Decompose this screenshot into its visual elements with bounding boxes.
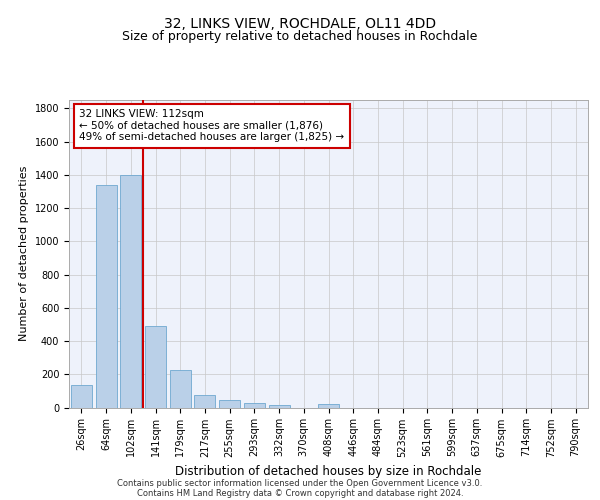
- Bar: [145, 326, 166, 407]
- Text: 32 LINKS VIEW: 112sqm
← 50% of detached houses are smaller (1,876)
49% of semi-d: 32 LINKS VIEW: 112sqm ← 50% of detached …: [79, 109, 344, 142]
- Bar: [244, 403, 265, 407]
- Y-axis label: Number of detached properties: Number of detached properties: [19, 166, 29, 342]
- Bar: [194, 395, 215, 407]
- Text: Contains public sector information licensed under the Open Government Licence v3: Contains public sector information licen…: [118, 480, 482, 488]
- Bar: [170, 370, 191, 408]
- Text: 32, LINKS VIEW, ROCHDALE, OL11 4DD: 32, LINKS VIEW, ROCHDALE, OL11 4DD: [164, 18, 436, 32]
- Bar: [95, 185, 116, 408]
- Bar: [120, 175, 141, 408]
- Bar: [219, 400, 240, 407]
- Bar: [318, 404, 339, 407]
- Bar: [71, 385, 92, 407]
- Bar: [269, 405, 290, 407]
- X-axis label: Distribution of detached houses by size in Rochdale: Distribution of detached houses by size …: [175, 465, 482, 478]
- Text: Size of property relative to detached houses in Rochdale: Size of property relative to detached ho…: [122, 30, 478, 43]
- Text: Contains HM Land Registry data © Crown copyright and database right 2024.: Contains HM Land Registry data © Crown c…: [137, 488, 463, 498]
